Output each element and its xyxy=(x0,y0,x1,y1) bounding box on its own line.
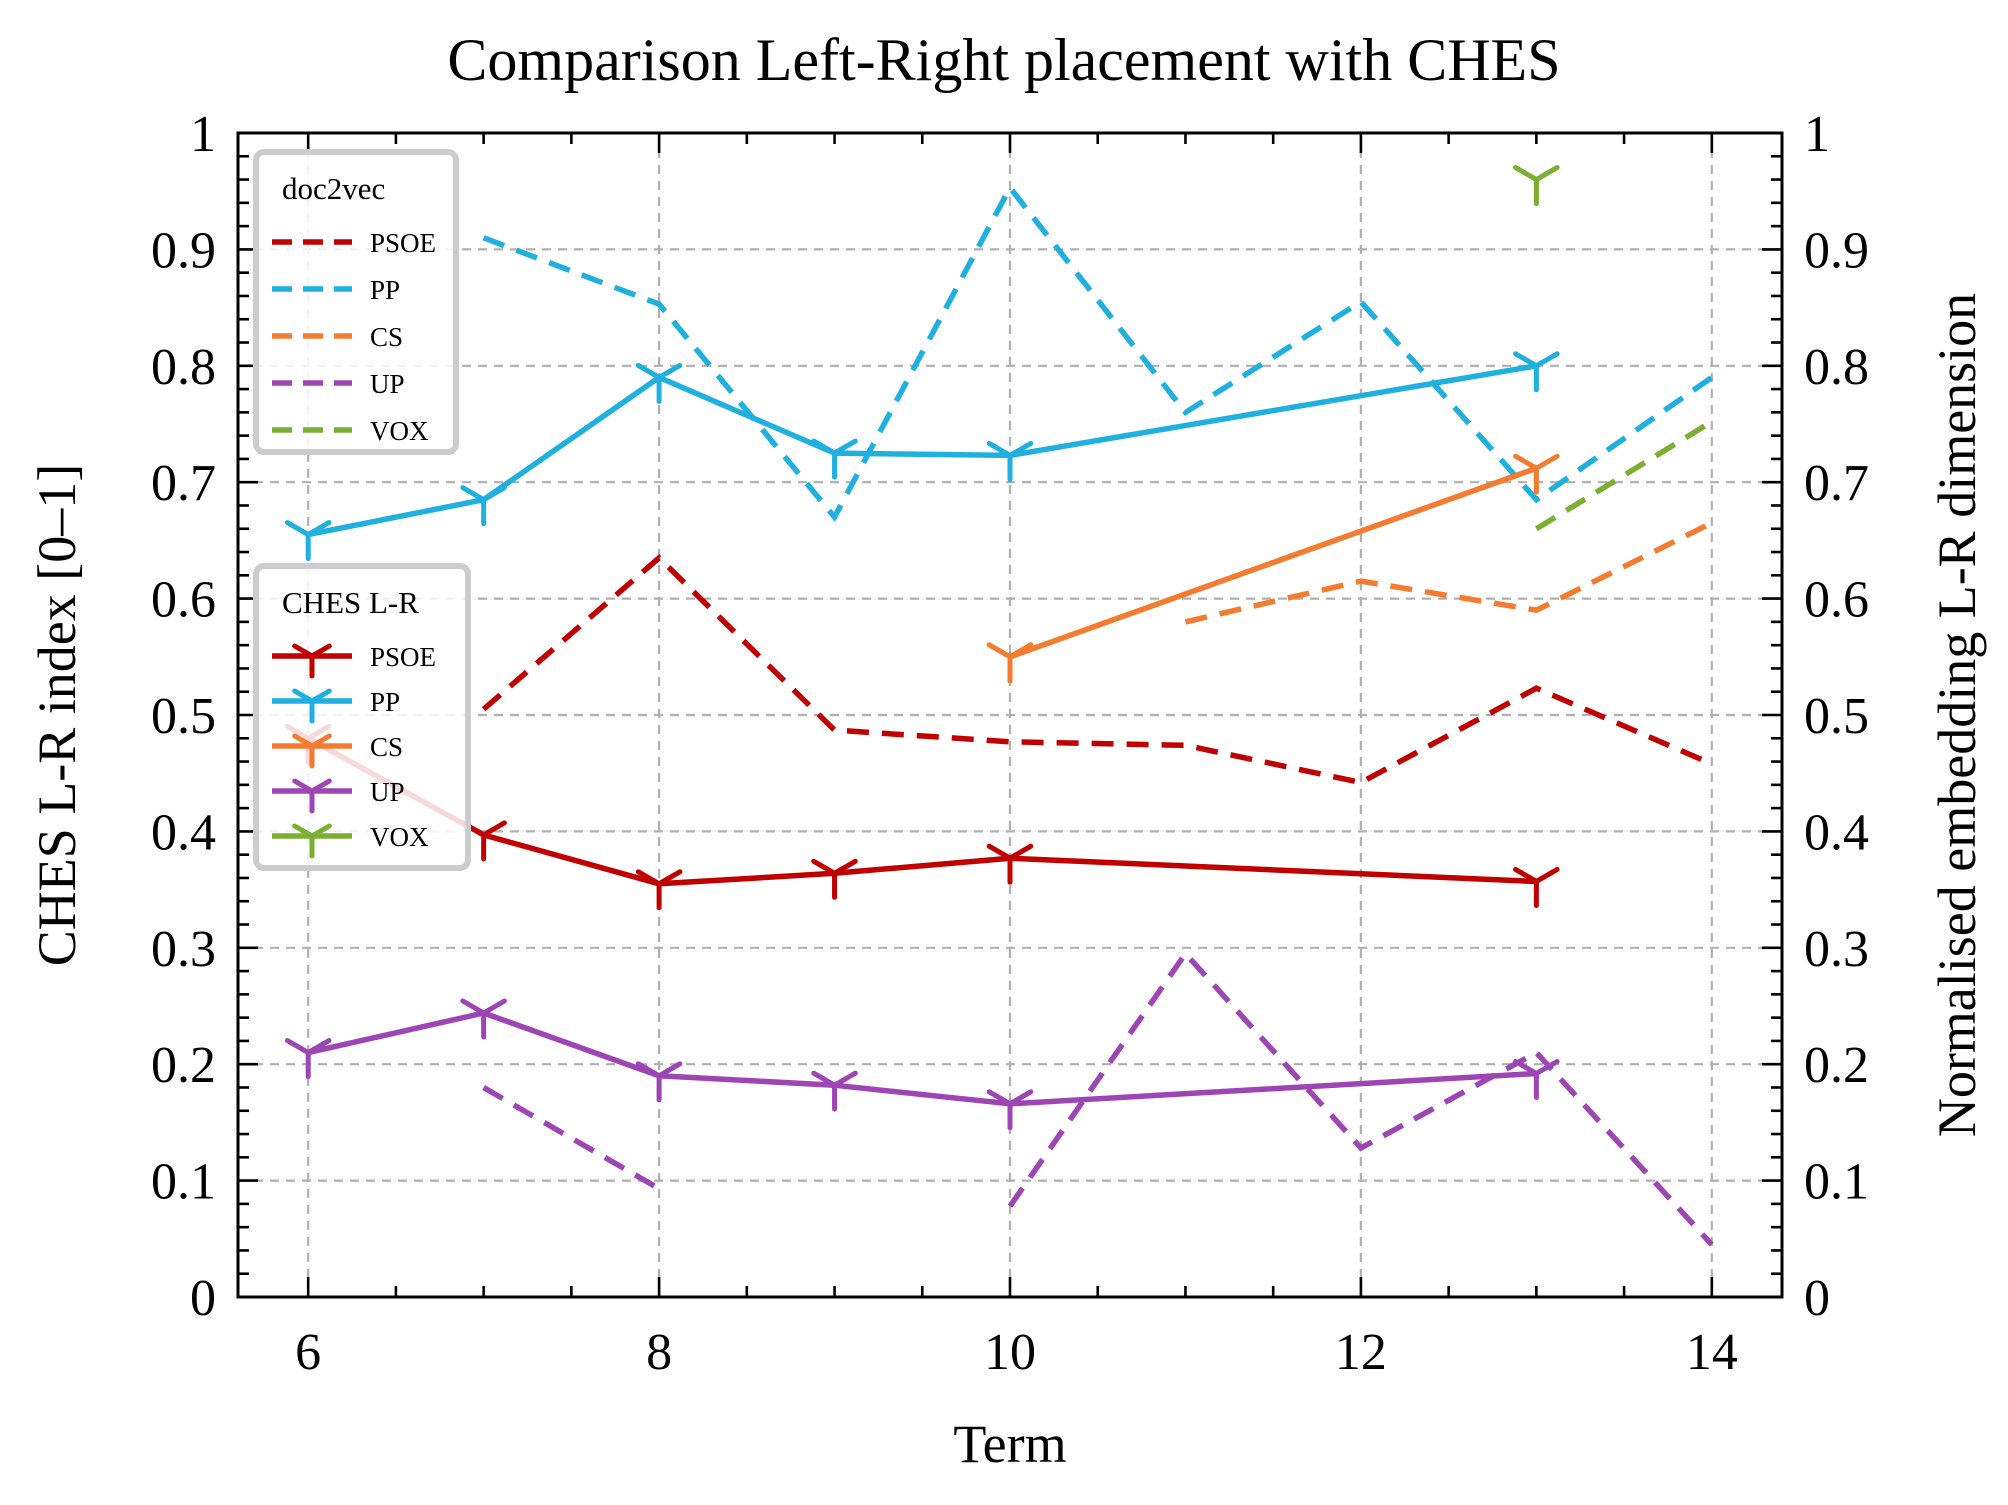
x-axis-label: Term xyxy=(953,1414,1066,1474)
doc2vec-line-psoe xyxy=(481,554,1713,786)
ches-point-pp xyxy=(986,440,1034,482)
x-tick-label: 6 xyxy=(295,1324,321,1381)
doc2vec-line-up xyxy=(1007,949,1714,1247)
x-tick-label: 14 xyxy=(1686,1324,1738,1381)
legend-title: doc2vec xyxy=(282,171,385,206)
ches-point-up xyxy=(1513,1059,1560,1101)
y-tick-label-right: 0.9 xyxy=(1804,222,1869,279)
legend-doc2vec: doc2vec PSOE PP CS UP VOX xyxy=(253,149,459,455)
y-tick-label-left: 0.8 xyxy=(151,339,216,396)
ches-point-vox xyxy=(1513,165,1560,207)
x-tick-label: 12 xyxy=(1335,1324,1387,1381)
ches-point-cs xyxy=(1513,453,1560,495)
y-tick-label-left: 0.5 xyxy=(151,688,216,745)
chart-title: Comparison Left-Right placement with CHE… xyxy=(447,27,1560,93)
ches-point-psoe xyxy=(635,869,683,911)
legend-label: VOX xyxy=(370,416,429,446)
legend-label: CS xyxy=(370,732,403,762)
ches-point-up xyxy=(986,1089,1034,1131)
legend-entry-vox: VOX xyxy=(272,822,429,859)
legend-entry-pp: PP xyxy=(272,687,400,724)
ches-point-pp xyxy=(284,520,332,562)
y-tick-label-right: 0.4 xyxy=(1804,804,1869,861)
y-tick-label-right: 0.3 xyxy=(1804,921,1869,978)
y-tick-label-right: 0.7 xyxy=(1804,455,1869,512)
doc2vec-line-cs xyxy=(1184,520,1714,625)
ches-point-pp xyxy=(1513,351,1560,393)
y-tick-label-right: 0.5 xyxy=(1804,688,1869,745)
y-tick-label-right: 0.6 xyxy=(1804,572,1869,629)
ches-point-up xyxy=(460,998,507,1040)
y-tick-label-right: 0.1 xyxy=(1804,1154,1869,1211)
legend-frame xyxy=(253,149,459,455)
tri-down-marker xyxy=(292,688,332,724)
tri-down-marker xyxy=(292,778,332,814)
legend-entry-pp: PP xyxy=(272,275,400,305)
ches-line-psoe xyxy=(306,735,1537,887)
y-tick-label-left: 0.6 xyxy=(151,572,216,629)
y-tick-label-left: 0.2 xyxy=(151,1037,216,1094)
y-tick-label-left: 0.3 xyxy=(151,921,216,978)
legend-label: PSOE xyxy=(370,642,436,672)
legend-entry-up: UP xyxy=(272,777,405,814)
y-tick-label-right: 0.8 xyxy=(1804,339,1869,396)
tick-labels: 6 8 10 12 14 0 0 0.1 0.1 0.2 0.2 0.3 0.3 0.4 0.4 0.5 0.5… xyxy=(151,106,1869,1381)
y-axis-right-label: Normalised embedding L-R dimension xyxy=(1927,293,1987,1137)
legend-entry-vox: VOX xyxy=(272,416,429,446)
ches-point-pp xyxy=(460,485,507,527)
y-tick-label-left: 0.7 xyxy=(151,455,216,512)
legend-entry-psoe: PSOE xyxy=(272,228,436,258)
ches-point-psoe xyxy=(1513,866,1560,908)
ches-point-up xyxy=(284,1038,332,1080)
y-tick-label-left: 0.4 xyxy=(151,804,216,861)
legend-entry-cs: CS xyxy=(272,322,403,352)
legend-entry-psoe: PSOE xyxy=(272,642,436,679)
y-tick-label-right: 1 xyxy=(1804,106,1830,163)
doc2vec-series-group xyxy=(481,182,1714,1247)
axis-ticks xyxy=(238,131,1782,1299)
legend-entry-up: UP xyxy=(272,369,405,399)
doc2vec-line-up xyxy=(482,1085,661,1192)
x-tick-label: 8 xyxy=(646,1324,672,1381)
legend-label: UP xyxy=(370,777,405,807)
legend-label: CS xyxy=(370,322,403,352)
y-tick-label-right: 0.2 xyxy=(1804,1037,1869,1094)
y-tick-label-left: 0.9 xyxy=(151,222,216,279)
ches-point-pp xyxy=(635,362,683,404)
y-tick-label-left: 0.1 xyxy=(151,1154,216,1211)
ches-line-cs xyxy=(1009,465,1538,660)
ches-point-up xyxy=(811,1070,858,1112)
ches-point-cs xyxy=(986,642,1034,684)
legend-label: PSOE xyxy=(370,228,436,258)
tri-down-marker xyxy=(292,733,332,769)
ches-line-pp xyxy=(307,363,1537,538)
y-tick-label-right: 0 xyxy=(1804,1270,1830,1327)
ches-point-psoe xyxy=(811,858,858,900)
y-axis-label: CHES L-R index [0–1] xyxy=(27,464,87,966)
y-tick-label-left: 1 xyxy=(190,106,216,163)
ches-line-up xyxy=(307,1010,1537,1107)
legend-label: UP xyxy=(370,369,405,399)
legend-title: CHES L-R xyxy=(282,585,419,620)
legend-label: PP xyxy=(370,275,400,305)
doc2vec-line-pp xyxy=(482,182,1714,523)
legend-entry-cs: CS xyxy=(272,732,403,769)
ches-point-up xyxy=(635,1061,683,1103)
legend-label: VOX xyxy=(370,822,429,852)
tri-down-marker xyxy=(292,823,332,859)
y-tick-label-left: 0 xyxy=(190,1270,216,1327)
x-tick-label: 10 xyxy=(984,1324,1036,1381)
legend-label: PP xyxy=(370,687,400,717)
tri-down-marker xyxy=(292,643,332,679)
ches-point-pp xyxy=(811,438,858,480)
legend-ches: CHES L-R PSOE PP CS UP VOX xyxy=(253,563,471,871)
ches-point-psoe xyxy=(986,843,1034,885)
